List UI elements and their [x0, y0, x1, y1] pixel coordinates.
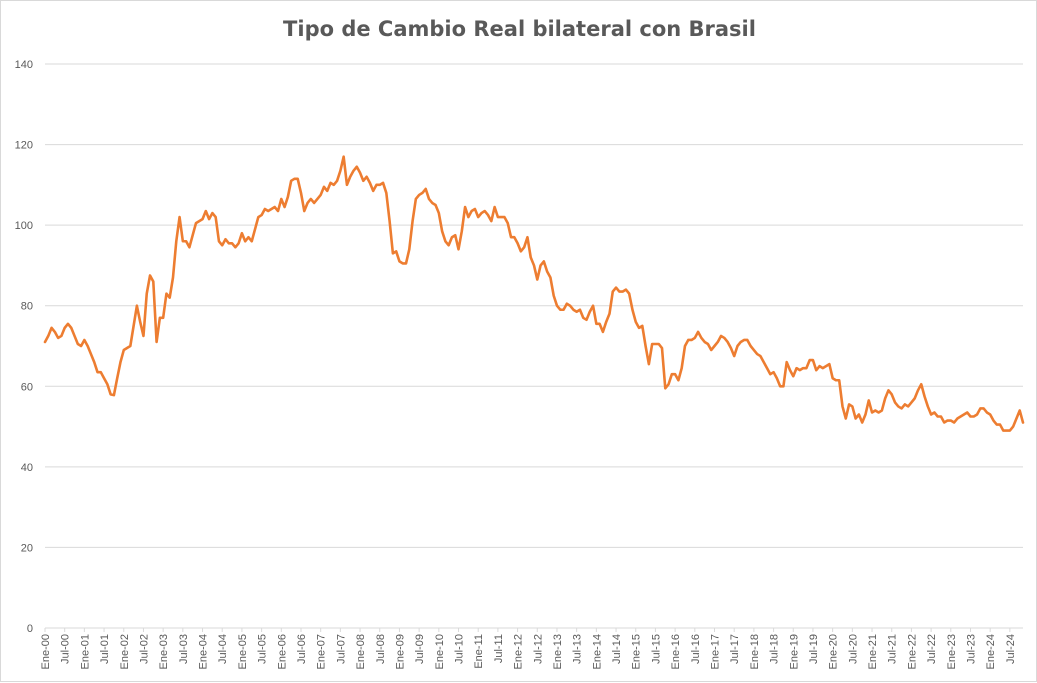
x-tick-label: Ene-05	[237, 634, 249, 669]
x-tick-label: Ene-11	[473, 634, 485, 669]
x-tick-label: Jul-03	[178, 634, 190, 664]
x-tick-label: Ene-24	[985, 634, 997, 669]
x-tick-label: Jul-21	[887, 634, 899, 664]
x-tick-label: Ene-08	[355, 634, 367, 669]
y-tick-label: 100	[15, 220, 33, 232]
x-tick-label: Jul-19	[808, 634, 820, 664]
x-tick-label: Ene-14	[591, 634, 603, 669]
y-tick-label: 140	[15, 59, 33, 71]
x-tick-label: Jul-15	[650, 634, 662, 664]
x-tick-label: Jul-18	[769, 634, 781, 664]
x-tick-label: Jul-00	[60, 634, 72, 664]
x-tick-label: Jul-04	[217, 634, 229, 664]
x-tick-label: Ene-21	[867, 634, 879, 669]
x-tick-label: Ene-18	[749, 634, 761, 669]
x-tick-label: Jul-06	[296, 634, 308, 664]
x-tick-label: Ene-03	[158, 634, 170, 669]
y-tick-label: 80	[21, 301, 33, 313]
x-tick-label: Jul-24	[1005, 634, 1017, 664]
x-tick-label: Ene-04	[198, 634, 210, 669]
x-tick-label: Ene-09	[394, 634, 406, 669]
x-tick-label: Ene-20	[828, 634, 840, 669]
x-tick-label: Jul-05	[257, 634, 269, 664]
x-tick-label: Ene-15	[631, 634, 643, 669]
y-tick-label: 20	[21, 542, 33, 554]
x-tick-label: Jul-22	[926, 634, 938, 664]
y-tick-label: 0	[27, 623, 33, 635]
x-tick-label: Jul-20	[847, 634, 859, 664]
x-tick-label: Ene-16	[670, 634, 682, 669]
x-tick-label: Ene-12	[513, 634, 525, 669]
x-tick-label: Jul-11	[493, 634, 505, 663]
x-tick-label: Jul-02	[138, 634, 150, 664]
x-tick-label: Jul-08	[375, 634, 387, 664]
x-tick-label: Jul-09	[414, 634, 426, 664]
chart-title: Tipo de Cambio Real bilateral con Brasil	[283, 17, 756, 41]
x-tick-label: Ene-01	[79, 634, 91, 669]
x-tick-label: Ene-22	[906, 634, 918, 669]
x-tick-label: Ene-17	[710, 634, 722, 669]
y-tick-label: 60	[21, 381, 33, 393]
x-tick-label: Ene-02	[119, 634, 131, 669]
x-tick-label: Jul-12	[532, 634, 544, 664]
x-tick-label: Jul-17	[729, 634, 741, 664]
x-tick-label: Jul-01	[99, 634, 111, 664]
x-tick-label: Jul-14	[611, 634, 623, 664]
x-tick-label: Jul-16	[690, 634, 702, 664]
x-tick-label: Ene-00	[40, 634, 52, 669]
series-line	[43, 155, 1025, 432]
x-tick-label: Ene-06	[276, 634, 288, 669]
x-tick-label: Jul-07	[335, 634, 347, 664]
x-tick-label: Ene-07	[316, 634, 328, 669]
x-tick-label: Ene-13	[552, 634, 564, 669]
x-tick-label: Ene-23	[946, 634, 958, 669]
x-tick-label: Jul-10	[454, 634, 466, 664]
y-tick-label: 120	[15, 140, 33, 152]
y-tick-label: 40	[21, 462, 33, 474]
x-tick-label: Ene-19	[788, 634, 800, 669]
x-tick-label: Jul-13	[572, 634, 584, 664]
x-tick-label: Jul-23	[965, 634, 977, 664]
x-tick-label: Ene-10	[434, 634, 446, 669]
